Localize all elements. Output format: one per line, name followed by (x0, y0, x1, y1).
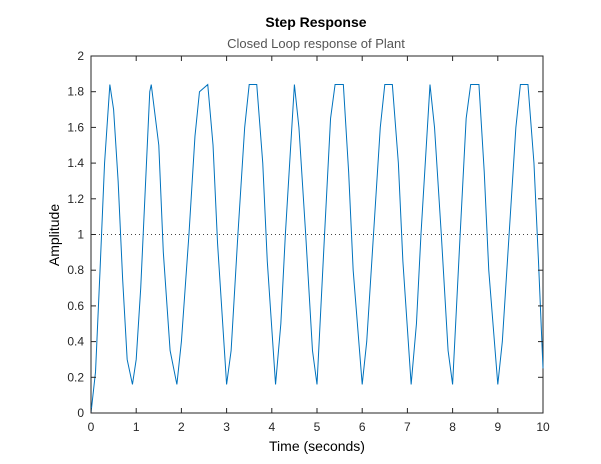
y-tick-label: 1.4 (67, 156, 84, 170)
chart-subtitle: Closed Loop response of Plant (227, 36, 405, 51)
x-tick-label: 10 (536, 420, 550, 434)
x-tick-label: 8 (449, 420, 456, 434)
x-axis-label: Time (seconds) (269, 438, 365, 454)
x-tick-label: 6 (359, 420, 366, 434)
y-tick-label: 1.8 (67, 85, 84, 99)
y-tick-label: 0.6 (67, 299, 84, 313)
y-tick-label: 1.6 (67, 120, 84, 134)
y-tick-label: 1 (77, 228, 84, 242)
x-tick-label: 7 (404, 420, 411, 434)
y-tick-label: 0.2 (67, 370, 84, 384)
chart-title: Step Response (265, 14, 366, 30)
x-axis-ticks: 0 1 2 3 4 5 6 7 8 9 10 (88, 56, 550, 434)
y-axis-ticks: 0 0.2 0.4 0.6 0.8 1 1.2 1.4 1.6 1.8 2 (67, 49, 543, 420)
x-tick-label: 5 (314, 420, 321, 434)
x-tick-label: 0 (88, 420, 95, 434)
y-tick-label: 0.4 (67, 335, 84, 349)
series-layer (90, 83, 544, 414)
x-tick-label: 1 (133, 420, 140, 434)
y-tick-label: 0.8 (67, 263, 84, 277)
step-response-line (90, 83, 544, 414)
y-tick-label: 2 (77, 49, 84, 63)
y-tick-label: 0 (77, 406, 84, 420)
x-tick-label: 4 (268, 420, 275, 434)
x-tick-label: 2 (178, 420, 185, 434)
y-tick-label: 1.2 (67, 192, 84, 206)
y-axis-label: Amplitude (46, 204, 62, 266)
x-tick-label: 9 (494, 420, 501, 434)
x-tick-label: 3 (223, 420, 230, 434)
